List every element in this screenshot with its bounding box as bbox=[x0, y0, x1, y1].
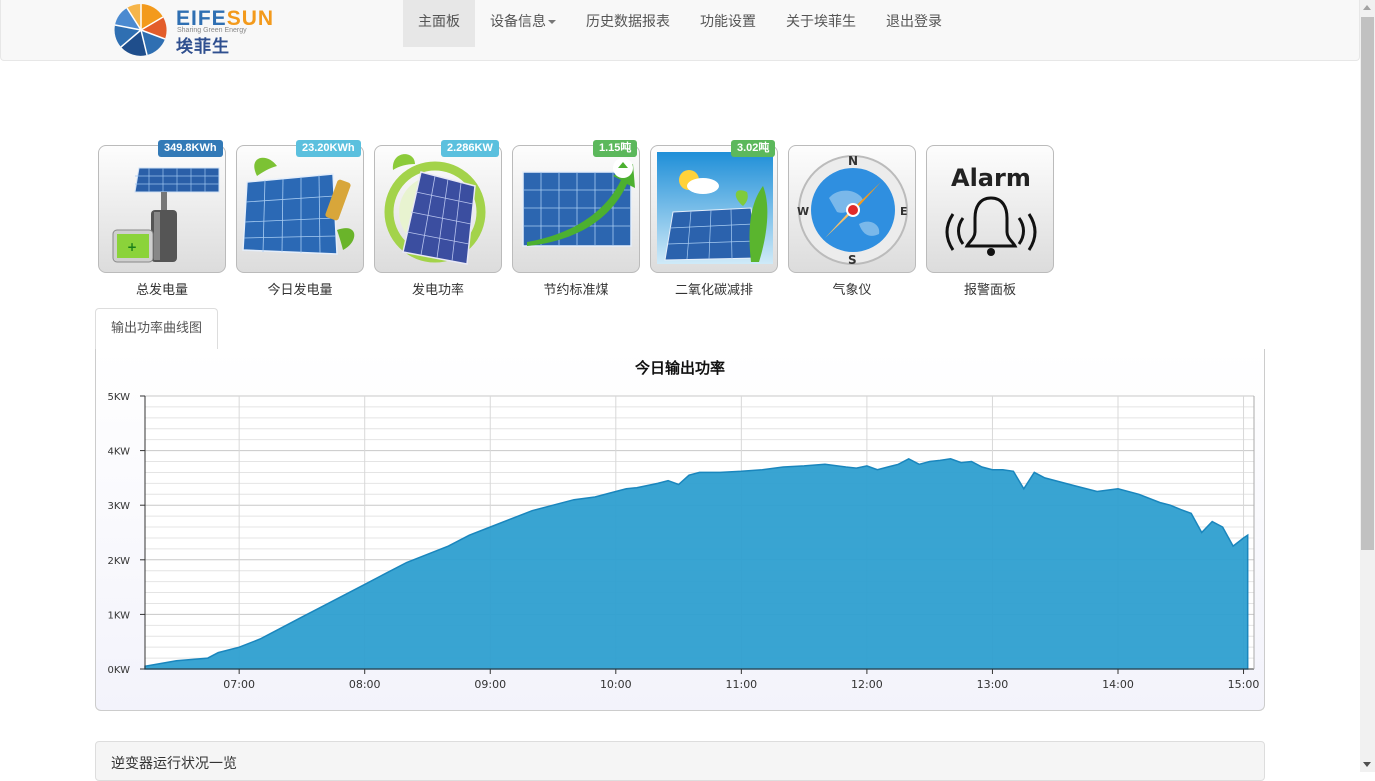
x-tick-label: 12:00 bbox=[851, 678, 883, 691]
tile-co2-reduction-badge: 3.02吨 bbox=[731, 140, 776, 157]
svg-text:+: + bbox=[127, 240, 137, 254]
tile-today-energy-badge: 23.20KWh bbox=[296, 140, 361, 157]
nav-item-dashboard[interactable]: 主面板 bbox=[403, 0, 475, 47]
x-tick-label: 15:00 bbox=[1228, 678, 1260, 691]
tile-power-label: 发电功率 bbox=[411, 283, 464, 298]
nav-item-history-report[interactable]: 历史数据报表 bbox=[586, 14, 670, 30]
x-tick-label: 10:00 bbox=[600, 678, 632, 691]
y-tick-label: 1KW bbox=[108, 610, 131, 621]
page-scrollbar[interactable] bbox=[1360, 0, 1375, 772]
power-area-chart: 0KW 1KW 2KW 3KW 4KW 5KW 07:00 08:00 09:00 10:00 11… bbox=[108, 392, 1260, 691]
tab-output-power-curve[interactable]: 输出功率曲线图 bbox=[95, 308, 219, 350]
chart-title: 今日输出功率 bbox=[634, 359, 725, 377]
tile-today-energy[interactable] bbox=[236, 145, 364, 273]
nav-menu: 主面板 设备信息 历史数据报表 功能设置 关于埃菲生 退出登录 bbox=[403, 0, 957, 47]
tile-co2-reduction-label: 二氧化碳减排 bbox=[674, 283, 753, 298]
brand-name: EIFESUN bbox=[176, 7, 275, 30]
scroll-up-arrow-icon[interactable] bbox=[1363, 5, 1371, 10]
tile-weather-station-label: 气象仪 bbox=[832, 283, 872, 298]
x-tick-label: 09:00 bbox=[474, 678, 506, 691]
x-tick-label: 14:00 bbox=[1102, 678, 1134, 691]
tile-today-energy-label: 今日发电量 bbox=[267, 283, 333, 298]
scroll-down-arrow-icon[interactable] bbox=[1363, 762, 1371, 767]
tile-alarm-panel[interactable]: Alarm bbox=[926, 145, 1054, 273]
tile-total-energy[interactable]: + bbox=[98, 145, 226, 273]
inverter-status-panel: 逆变器运行状况一览 bbox=[95, 741, 1265, 781]
scrollbar-thumb[interactable] bbox=[1361, 17, 1374, 550]
x-tick-label: 11:00 bbox=[725, 678, 757, 691]
sun-logo-icon bbox=[114, 3, 167, 56]
brand-cn-name: 埃菲生 bbox=[176, 37, 230, 57]
chart-tab-bar: 输出功率曲线图 bbox=[95, 308, 1265, 350]
tile-coal-saved-label: 节约标准煤 bbox=[543, 283, 609, 298]
y-tick-label: 2KW bbox=[108, 556, 131, 567]
solar-recycle-icon bbox=[522, 158, 635, 247]
solar-weather-icon bbox=[657, 152, 773, 264]
nav-item-settings[interactable]: 功能设置 bbox=[700, 14, 756, 30]
tile-total-energy-badge: 349.8KWh bbox=[158, 140, 223, 157]
inverter-status-title: 逆变器运行状况一览 bbox=[111, 756, 237, 772]
x-tick-label: 13:00 bbox=[977, 678, 1009, 691]
y-tick-label: 5KW bbox=[108, 392, 131, 403]
svg-text:N: N bbox=[848, 154, 858, 168]
tile-alarm-panel-label: 报警面板 bbox=[963, 283, 1016, 298]
nav-item-about[interactable]: 关于埃菲生 bbox=[786, 14, 856, 30]
tile-coal-saved-badge: 1.15吨 bbox=[593, 140, 638, 157]
tile-coal-saved[interactable] bbox=[512, 145, 640, 273]
caret-down-icon bbox=[548, 20, 556, 24]
nav-item-logout[interactable]: 退出登录 bbox=[886, 14, 942, 30]
alarm-bell-icon: Alarm bbox=[945, 164, 1037, 256]
top-navbar: EIFESUN Sharing Green Energy 埃菲生 主面板 设备信… bbox=[0, 0, 1360, 61]
svg-text:W: W bbox=[797, 205, 809, 218]
tile-power-badge: 2.286KW bbox=[441, 140, 499, 157]
power-series-area bbox=[144, 457, 1249, 670]
y-tick-label: 0KW bbox=[108, 665, 131, 676]
chart-panel: 今日输出功率 0KW 1KW 2KW 3KW 4KW 5KW 07:00 08:00 09:00… bbox=[95, 349, 1265, 711]
tile-power[interactable] bbox=[374, 145, 502, 273]
compass-icon: N S W E bbox=[797, 154, 908, 267]
tile-total-energy-label: 总发电量 bbox=[135, 283, 188, 298]
tile-co2-reduction[interactable] bbox=[650, 145, 778, 273]
y-tick-label: 3KW bbox=[108, 501, 131, 512]
alarm-icon-text: Alarm bbox=[951, 164, 1031, 192]
nav-item-device-info[interactable]: 设备信息 bbox=[475, 0, 571, 47]
solar-leaf-battery-icon bbox=[242, 157, 355, 255]
x-tick-label: 08:00 bbox=[349, 678, 381, 691]
brand-logo[interactable]: EIFESUN Sharing Green Energy 埃菲生 bbox=[113, 3, 313, 57]
brand-slogan: Sharing Green Energy bbox=[177, 27, 247, 34]
solar-battery-icon: + bbox=[112, 167, 220, 263]
x-tick-label: 07:00 bbox=[223, 678, 255, 691]
y-tick-label: 4KW bbox=[108, 447, 131, 458]
svg-text:E: E bbox=[900, 205, 908, 218]
solar-panel-leaf-icon bbox=[384, 154, 486, 265]
tile-weather-station[interactable]: N S W E bbox=[788, 145, 916, 273]
svg-text:S: S bbox=[848, 253, 857, 267]
